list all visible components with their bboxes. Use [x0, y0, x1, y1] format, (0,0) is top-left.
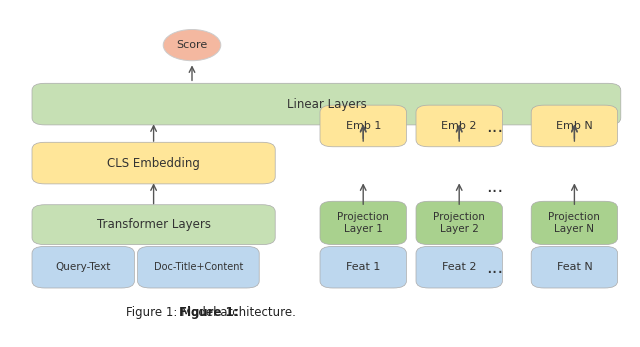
Text: ...: ...: [486, 259, 503, 277]
Text: Figure 1: Model architecture.: Figure 1: Model architecture.: [126, 306, 296, 319]
Text: Feat 2: Feat 2: [442, 262, 476, 272]
FancyBboxPatch shape: [320, 105, 406, 147]
FancyBboxPatch shape: [416, 105, 502, 147]
FancyBboxPatch shape: [531, 105, 618, 147]
FancyBboxPatch shape: [531, 246, 618, 288]
Text: Projection
Layer N: Projection Layer N: [548, 212, 600, 234]
FancyBboxPatch shape: [32, 246, 134, 288]
FancyBboxPatch shape: [531, 201, 618, 245]
Text: ...: ...: [486, 118, 503, 136]
Text: Transformer Layers: Transformer Layers: [97, 218, 211, 231]
Text: Linear Layers: Linear Layers: [287, 98, 366, 111]
Text: Figure 1:: Figure 1:: [179, 306, 243, 319]
Text: Feat 1: Feat 1: [346, 262, 380, 272]
FancyBboxPatch shape: [416, 246, 502, 288]
FancyBboxPatch shape: [32, 142, 275, 184]
FancyBboxPatch shape: [416, 201, 502, 245]
FancyBboxPatch shape: [32, 83, 621, 125]
Text: CLS Embedding: CLS Embedding: [107, 156, 200, 170]
Text: Feat N: Feat N: [557, 262, 592, 272]
FancyBboxPatch shape: [32, 205, 275, 245]
FancyBboxPatch shape: [138, 246, 259, 288]
FancyBboxPatch shape: [320, 246, 406, 288]
Text: Query-Text: Query-Text: [56, 262, 111, 272]
Text: Emb 2: Emb 2: [442, 121, 477, 131]
Text: Emb N: Emb N: [556, 121, 593, 131]
Text: Projection
Layer 2: Projection Layer 2: [433, 212, 485, 234]
Circle shape: [163, 29, 221, 61]
Text: ...: ...: [486, 178, 503, 196]
Text: Projection
Layer 1: Projection Layer 1: [337, 212, 389, 234]
FancyBboxPatch shape: [320, 201, 406, 245]
Text: Doc-Title+Content: Doc-Title+Content: [154, 262, 243, 272]
Text: Emb 1: Emb 1: [346, 121, 381, 131]
Text: Score: Score: [177, 40, 207, 50]
